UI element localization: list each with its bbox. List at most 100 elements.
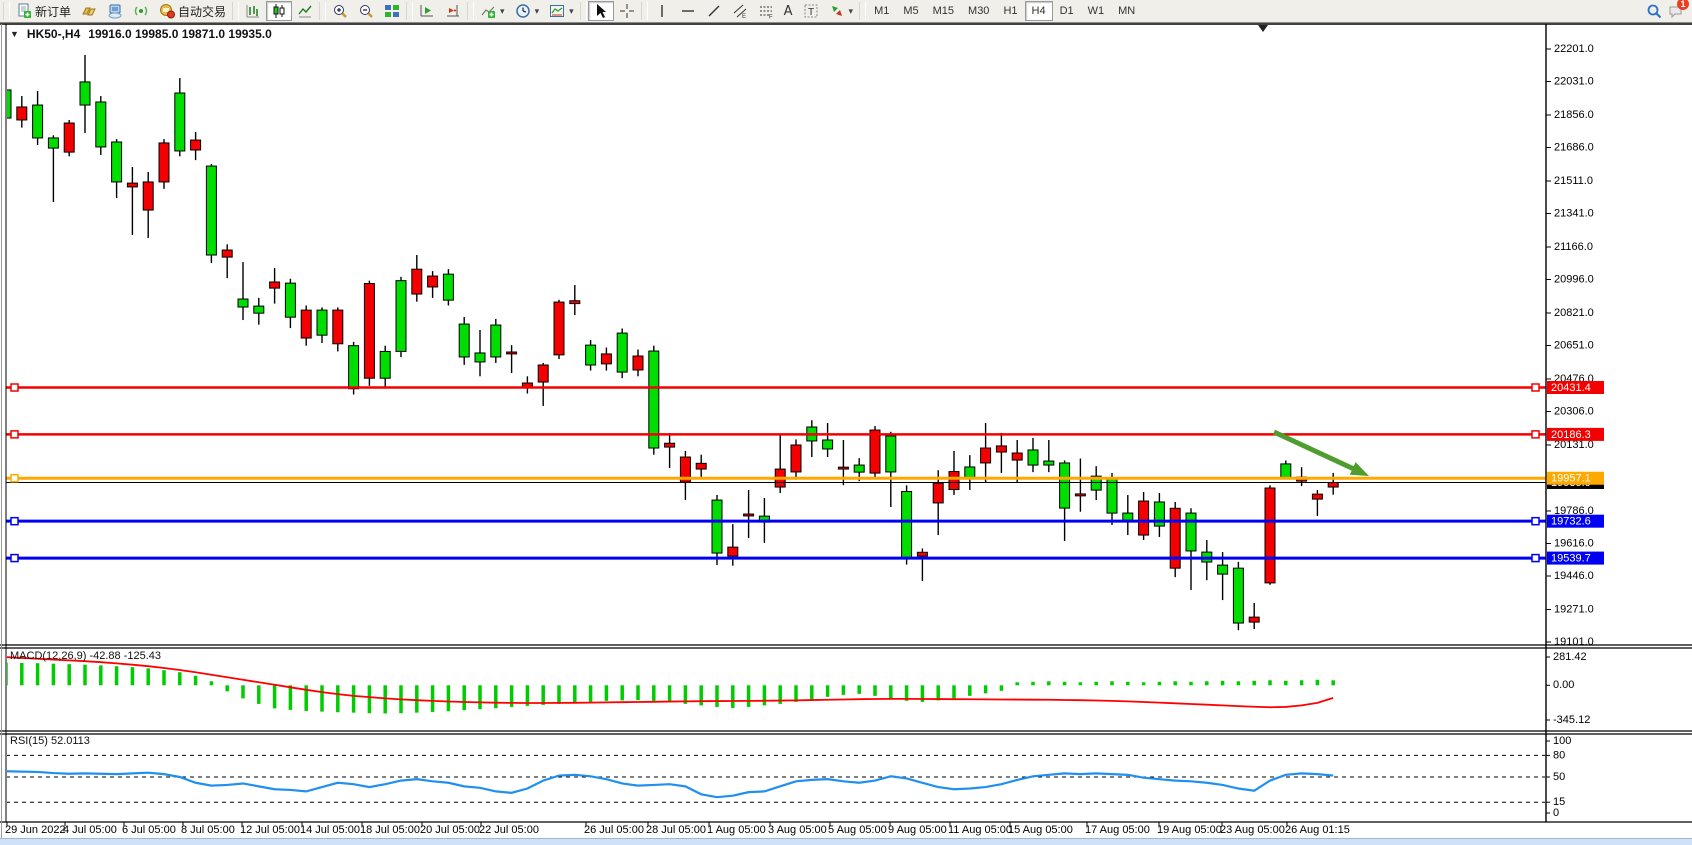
chart-title-dropdown-icon[interactable]: ▼ [10, 29, 19, 39]
channel-tool-button[interactable]: E [727, 1, 753, 21]
candles-layer [7, 54, 1339, 631]
tile-windows-icon [384, 3, 400, 19]
macd-indicator-label: MACD(12,26,9) -42.88 -125.43 [10, 650, 162, 662]
hline-handle [10, 383, 19, 392]
new-order-button[interactable]: 新订单 [11, 1, 76, 21]
indicators-icon [480, 3, 496, 19]
auto-trading-label: 自动交易 [178, 4, 227, 19]
signal-button[interactable] [128, 1, 154, 21]
rsi-line [7, 770, 1334, 799]
timeframe-H4[interactable]: H4 [1024, 1, 1053, 21]
svg-text:21166.0: 21166.0 [1554, 241, 1593, 253]
candlestick-chart-type-button[interactable] [266, 1, 293, 21]
auto-scroll-button[interactable] [414, 1, 440, 21]
zoom-out-icon [358, 3, 374, 19]
text-label-tool-button[interactable]: T [798, 1, 824, 21]
chart-area[interactable]: 22201.0 22031.0 21856.0 21686.0 21511.0 21341… [0, 23, 1692, 845]
svg-text:50: 50 [1553, 771, 1565, 783]
zoom-in-button[interactable] [327, 1, 353, 21]
text-label-icon: T [803, 3, 819, 19]
toolbar-separator [319, 2, 327, 20]
cloud-computer-icon [107, 3, 123, 19]
templates-button[interactable]: ▾ [544, 1, 579, 21]
chart-svg[interactable]: 22201.0 22031.0 21856.0 21686.0 21511.0 21341… [0, 23, 1692, 845]
svg-text:80: 80 [1553, 749, 1565, 761]
fibonacci-icon: F [758, 3, 774, 21]
toolbar-separator [640, 2, 648, 20]
timeframe-M5[interactable]: M5 [903, 5, 919, 17]
svg-text:20431.4: 20431.4 [1551, 382, 1591, 394]
svg-text:17 Aug 05:00: 17 Aug 05:00 [1085, 824, 1150, 836]
timeframe-M30[interactable]: M30 [968, 5, 990, 17]
chart-shift-button[interactable] [440, 1, 466, 21]
svg-text:0.00: 0.00 [1553, 679, 1574, 691]
price-axis: 22201.0 22031.0 21856.0 21686.0 21511.0 21341… [1546, 43, 1594, 648]
svg-text:20131.0: 20131.0 [1554, 439, 1594, 451]
zoom-out-button[interactable] [353, 1, 379, 21]
signal-icon [133, 3, 149, 19]
chat-notification-icon[interactable]: 1 [1668, 0, 1689, 19]
svg-text:281.42: 281.42 [1553, 651, 1587, 663]
tile-windows-button[interactable] [379, 1, 405, 21]
hline-handle [1531, 430, 1540, 439]
hline-price-badge [1547, 551, 1604, 565]
fibonacci-tool-button[interactable]: F [753, 1, 779, 21]
toolbar-separator [579, 2, 587, 20]
rsi-indicator-label: RSI(15) 52.0113 [10, 735, 90, 747]
cursor-tool-button[interactable] [587, 1, 614, 21]
hline-price-badge [1547, 514, 1604, 528]
rsi-scale: 100 80 50 150 [1546, 735, 1571, 819]
macd-signal-line [7, 656, 1334, 709]
chart-title: ▼ HK50-,H4 19916.0 19985.0 19871.0 19935… [10, 27, 272, 41]
horizontal-line-tool-button[interactable] [675, 1, 701, 21]
svg-text:18 Jul 05:00: 18 Jul 05:00 [360, 824, 420, 836]
market-watch-button[interactable] [76, 1, 102, 21]
svg-text:22 Jul 05:00: 22 Jul 05:00 [479, 824, 539, 836]
vertical-line-tool-button[interactable] [649, 1, 675, 21]
templates-icon [549, 3, 565, 19]
svg-text:4 Jul 05:00: 4 Jul 05:00 [63, 824, 117, 836]
svg-text:28 Jul 05:00: 28 Jul 05:00 [646, 824, 706, 836]
timeframe-M15[interactable]: M15 [932, 5, 955, 17]
svg-text:100: 100 [1553, 735, 1571, 747]
arrow-annotation [1272, 429, 1369, 476]
timeframe-D1[interactable]: D1 [1059, 5, 1074, 17]
hline-price-badge [1547, 381, 1604, 395]
auto-trading-button[interactable]: 自动交易 [154, 1, 231, 21]
bar-chart-type-button[interactable] [240, 1, 266, 21]
svg-text:E: E [742, 14, 746, 19]
svg-text:19616.0: 19616.0 [1554, 537, 1594, 549]
svg-text:20651.0: 20651.0 [1554, 339, 1594, 351]
periods-caret-icon: ▾ [534, 5, 540, 16]
timeframe-M1[interactable]: M1 [874, 5, 890, 17]
svg-text:5 Aug 05:00: 5 Aug 05:00 [828, 824, 887, 836]
text-tool-button[interactable]: A [779, 1, 798, 21]
window-bottom-strip [0, 838, 1692, 845]
horizontal-line-icon [680, 3, 696, 19]
timeframe-MN[interactable]: MN [1118, 5, 1136, 17]
notification-badge: 1 [1677, 0, 1689, 10]
hline-handle [10, 553, 19, 563]
svg-text:20 Jul 05:00: 20 Jul 05:00 [420, 824, 480, 836]
new-order-label: 新订单 [35, 4, 72, 19]
timeframe-H1[interactable]: H1 [1003, 5, 1018, 17]
hline-handle [1531, 383, 1540, 392]
svg-text:0: 0 [1553, 807, 1559, 819]
indicators-button[interactable]: ▾ [475, 1, 510, 21]
search-icon[interactable] [1646, 3, 1662, 19]
crosshair-tool-button[interactable] [614, 1, 640, 21]
trendline-icon [706, 3, 722, 19]
toolbar: 新订单 自动交易 [0, 0, 1692, 23]
line-chart-type-button[interactable] [292, 1, 318, 21]
trendline-tool-button[interactable] [701, 1, 727, 21]
timeframe-W1[interactable]: W1 [1087, 5, 1105, 17]
arrows-shapes-icon [829, 3, 845, 19]
svg-text:19957.1: 19957.1 [1551, 473, 1591, 485]
terminal-button[interactable] [102, 1, 128, 21]
svg-text:22201.0: 22201.0 [1554, 43, 1594, 55]
svg-text:T: T [808, 7, 814, 18]
periods-button[interactable]: ▾ [510, 1, 545, 21]
arrows-caret-icon: ▾ [848, 5, 854, 16]
arrows-tool-button[interactable]: ▾ [824, 1, 859, 21]
